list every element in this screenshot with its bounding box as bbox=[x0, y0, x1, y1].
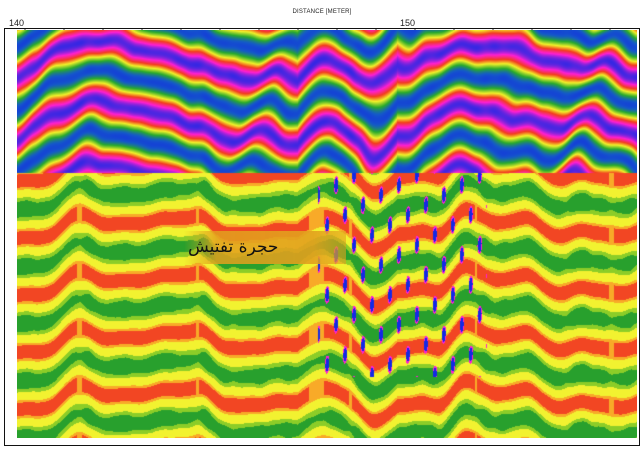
axis-title: DISTANCE [METER] bbox=[292, 9, 352, 15]
manhole-annotation: حجرة تفتيش bbox=[184, 231, 346, 264]
tick-label-140: 140 bbox=[9, 18, 25, 28]
plot-frame bbox=[4, 28, 640, 446]
tick-label-150: 150 bbox=[400, 18, 416, 28]
